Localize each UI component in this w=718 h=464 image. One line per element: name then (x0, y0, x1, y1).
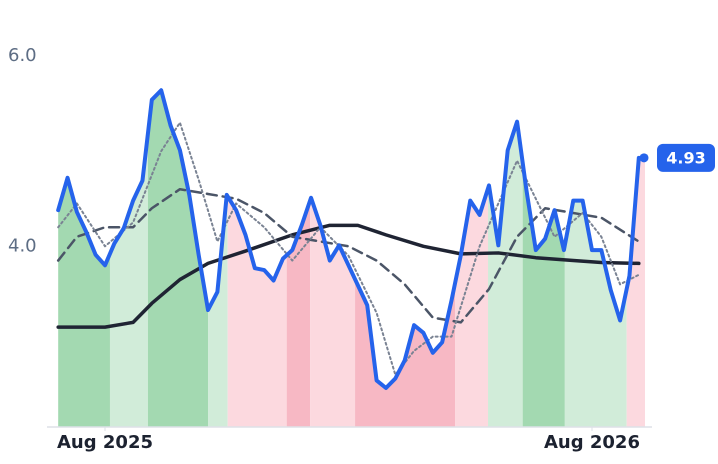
x-tick-label: Aug 2026 (544, 432, 640, 453)
regime-band (286, 90, 311, 427)
value-pill (657, 143, 715, 172)
regime-band (310, 90, 356, 427)
regime-band (227, 90, 287, 427)
regime-band (564, 90, 627, 427)
regime-band (626, 90, 645, 427)
y-tick-label: 4.0 (8, 235, 37, 256)
regime-band (109, 90, 148, 427)
y-tick-label: 6.0 (8, 45, 37, 66)
x-tick-label: Aug 2025 (57, 432, 153, 453)
value-label: 4.93 (666, 148, 705, 167)
regime-band (355, 90, 456, 427)
regime-band (455, 90, 489, 427)
series-line (56, 223, 641, 329)
last-point (639, 153, 649, 163)
series-line (56, 88, 641, 391)
regime-band (147, 90, 209, 427)
